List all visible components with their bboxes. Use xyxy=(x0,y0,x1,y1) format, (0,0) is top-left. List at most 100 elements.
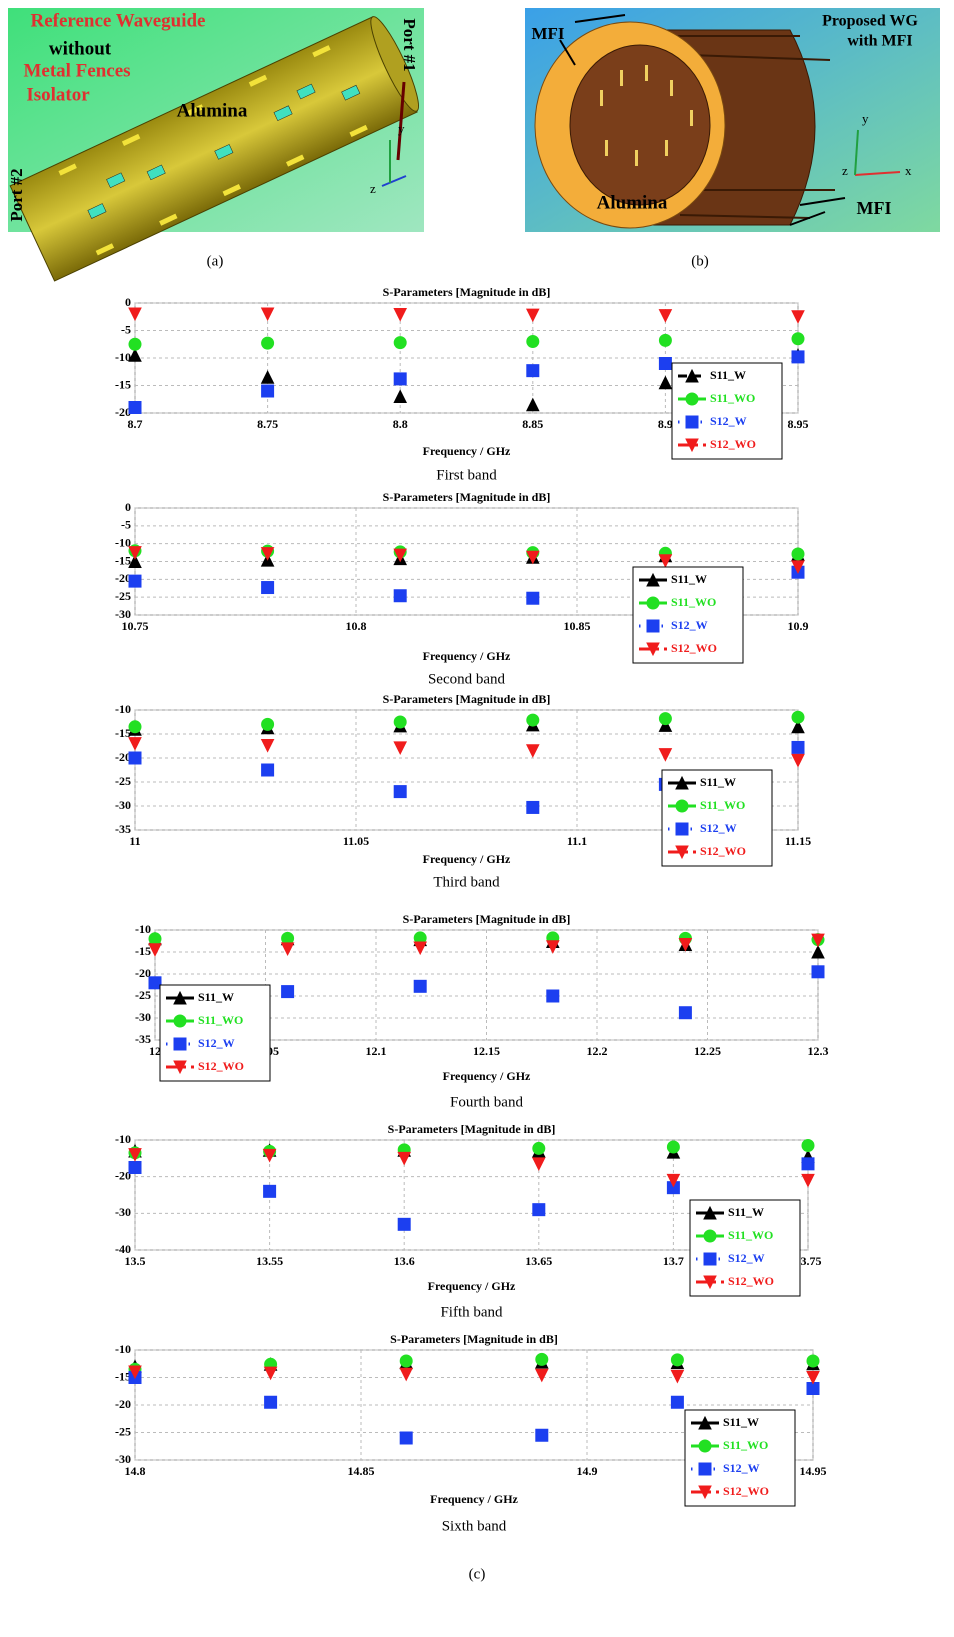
legend-marker xyxy=(675,845,689,860)
x-axis-label: Frequency / GHz xyxy=(428,1279,516,1293)
marker xyxy=(128,337,142,351)
marker xyxy=(666,1173,681,1188)
legend-label: S11_WO xyxy=(723,1438,768,1452)
legend-marker xyxy=(675,799,689,813)
marker xyxy=(670,1369,685,1384)
marker xyxy=(148,943,162,957)
legend-label: S11_WO xyxy=(700,798,745,812)
legend-marker xyxy=(646,596,660,610)
marker xyxy=(526,364,540,378)
chart-title: S-Parameters [Magnitude in dB] xyxy=(383,692,551,706)
marker xyxy=(260,307,275,322)
cylinder-inner xyxy=(569,44,711,206)
marker xyxy=(399,1354,413,1368)
legend-marker xyxy=(703,1205,717,1220)
y-tick-label: -30 xyxy=(115,1452,131,1466)
marker xyxy=(670,1353,684,1367)
panel-caption: (a) xyxy=(207,253,224,269)
marker xyxy=(791,560,805,574)
y-tick-label: -20 xyxy=(115,405,131,419)
y-tick-label: -30 xyxy=(115,798,131,812)
marker xyxy=(526,800,540,814)
chart-caption: Fourth band xyxy=(450,1094,523,1110)
legend-label: S11_WO xyxy=(198,1013,243,1027)
x-tick-label: 12 xyxy=(149,1044,161,1058)
marker xyxy=(658,309,673,323)
legend-label: S11_W xyxy=(728,1205,764,1219)
legend-marker xyxy=(173,990,187,1005)
legend-label: S11_W xyxy=(700,775,736,789)
marker xyxy=(128,554,142,568)
marker xyxy=(261,763,275,777)
marker xyxy=(393,548,408,563)
x-tick-label: 8.9 xyxy=(658,417,673,431)
axis-z xyxy=(381,175,407,187)
marker xyxy=(263,1184,277,1198)
x-tick-label: 13.75 xyxy=(795,1254,822,1268)
x-axis-label: Frequency / GHz xyxy=(443,1069,531,1083)
marker xyxy=(261,384,275,398)
legend-marker xyxy=(703,1229,717,1243)
marker xyxy=(526,335,540,348)
panel-a: Reference Waveguide without Metal Fences… xyxy=(7,8,424,282)
legend-marker xyxy=(173,1014,187,1028)
marker xyxy=(791,753,805,768)
legend-label: S12_W xyxy=(710,414,747,428)
panel-b-label: Alumina xyxy=(597,192,668,213)
axis-letter: z xyxy=(370,181,376,196)
panel-a-label: Port #1 xyxy=(400,18,419,71)
marker xyxy=(806,1371,820,1385)
y-tick-label: 0 xyxy=(125,500,131,514)
legend-marker xyxy=(646,572,660,587)
y-tick-label: -20 xyxy=(115,1397,131,1411)
legend-marker xyxy=(698,1415,712,1430)
legend-label: S12_WO xyxy=(198,1059,244,1073)
chart-title: S-Parameters [Magnitude in dB] xyxy=(403,912,571,926)
x-tick-label: 11 xyxy=(129,834,140,848)
x-axis-label: Frequency / GHz xyxy=(423,444,511,458)
marker xyxy=(801,1139,815,1152)
x-tick-label: 10.9 xyxy=(788,619,809,633)
legend-label: S12_W xyxy=(700,821,737,835)
marker xyxy=(262,1148,277,1163)
panel-a-label: Isolator xyxy=(26,84,90,105)
marker xyxy=(666,1140,680,1154)
marker xyxy=(263,1366,278,1381)
x-tick-label: 11.1 xyxy=(567,834,587,848)
x-tick-label: 12.25 xyxy=(694,1044,721,1058)
x-tick-label: 8.95 xyxy=(788,417,809,431)
marker xyxy=(128,737,142,751)
marker xyxy=(791,310,805,324)
legend-marker xyxy=(646,642,660,657)
y-tick-label: -25 xyxy=(115,774,131,788)
y-tick-label: -30 xyxy=(135,1010,151,1024)
panel-b-label: MFI xyxy=(531,24,564,43)
y-tick-label: -20 xyxy=(115,750,131,764)
legend-label: S11_WO xyxy=(728,1228,773,1242)
panel-b: MFI Proposed WG with MFI Alumina MFI y z… xyxy=(525,8,940,269)
marker xyxy=(128,574,142,588)
x-tick-label: 10.85 xyxy=(564,619,591,633)
panel-a-label: Alumina xyxy=(177,100,248,121)
marker xyxy=(678,938,693,952)
x-tick-label: 11.15 xyxy=(785,834,811,848)
axis-x xyxy=(854,171,901,176)
x-tick-label: 11.05 xyxy=(343,834,369,848)
marker xyxy=(393,308,408,322)
marker xyxy=(280,942,295,957)
marker xyxy=(397,1151,412,1166)
x-tick-label: 12.2 xyxy=(587,1044,608,1058)
y-tick-label: -15 xyxy=(115,1369,131,1383)
marker xyxy=(128,1365,142,1380)
y-tick-label: -30 xyxy=(115,607,131,621)
marker xyxy=(526,713,540,727)
marker xyxy=(525,308,540,323)
y-tick-label: -25 xyxy=(135,988,151,1002)
legend-label: S11_W xyxy=(710,368,746,382)
marker xyxy=(811,944,825,959)
legend-label: S12_W xyxy=(198,1036,235,1050)
y-tick-label: -35 xyxy=(115,822,131,836)
y-tick-label: -10 xyxy=(115,1132,131,1146)
y-tick-label: -10 xyxy=(135,922,151,936)
legend-label: S12_W xyxy=(728,1251,765,1265)
